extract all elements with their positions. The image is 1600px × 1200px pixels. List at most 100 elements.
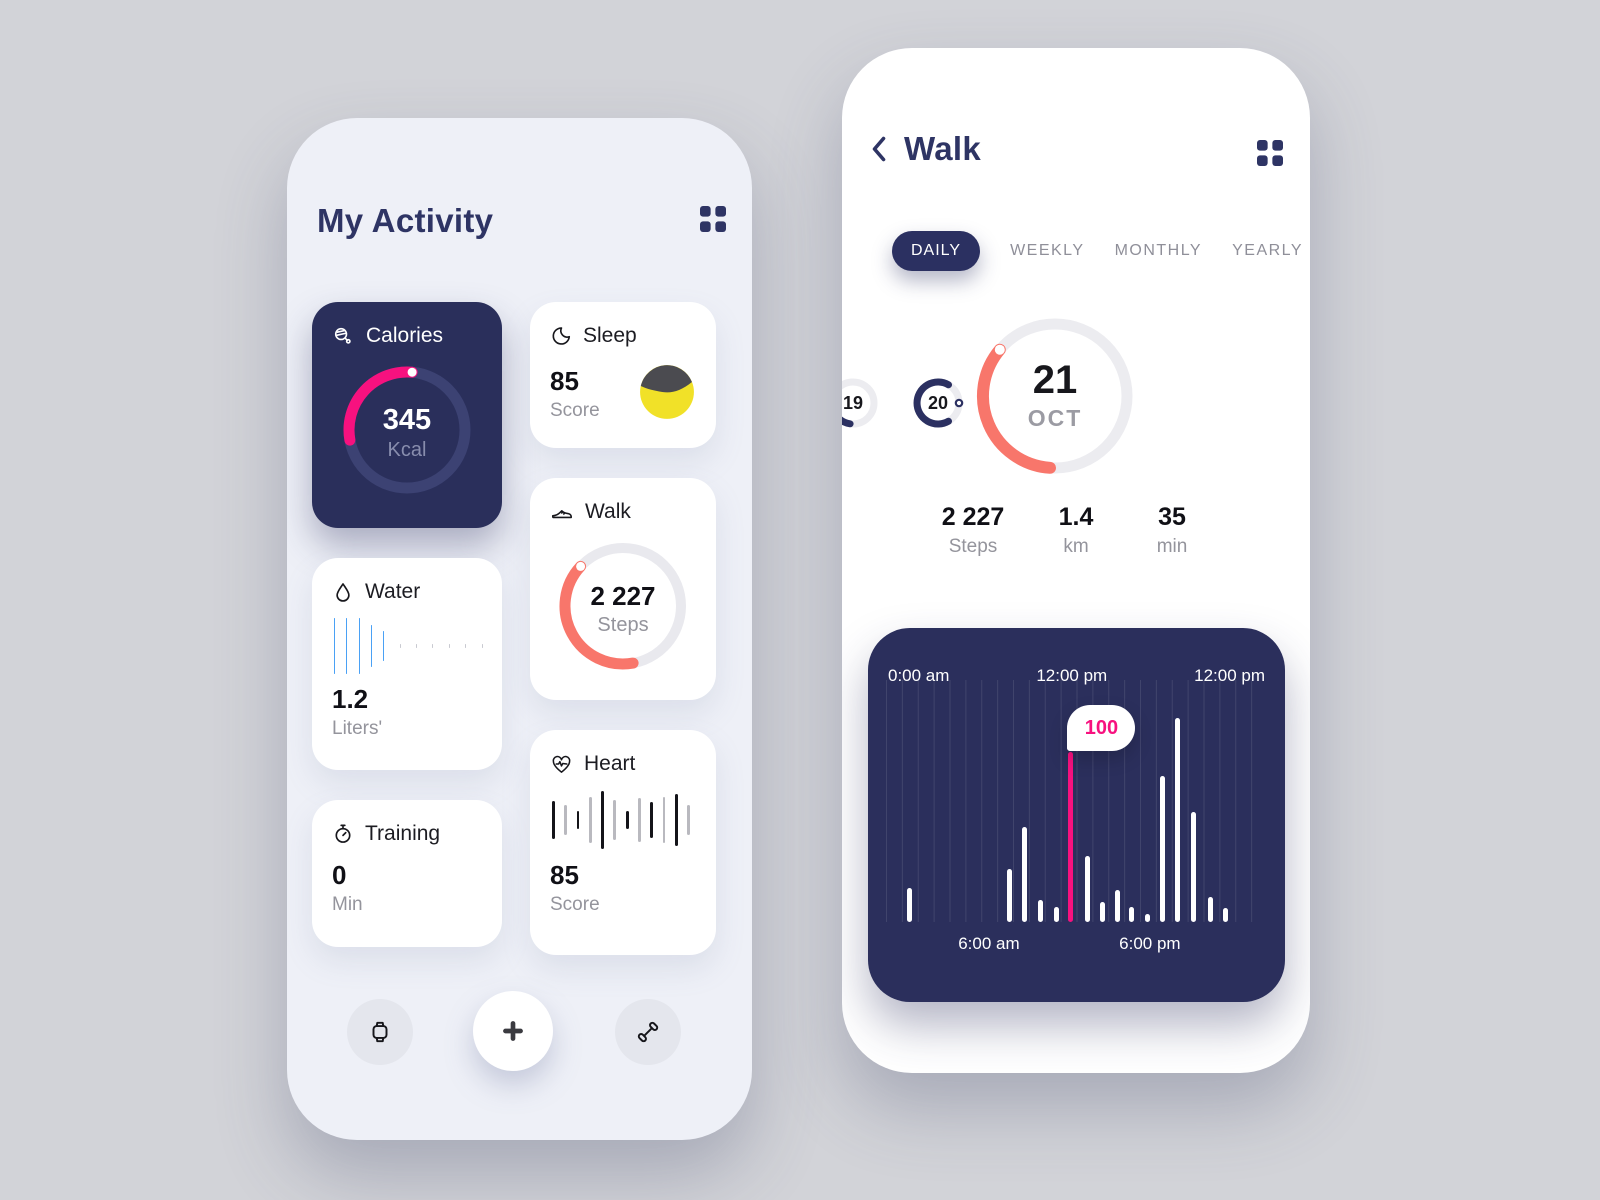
calories-label: Calories (366, 324, 444, 347)
bottom-action-bar (287, 991, 752, 1071)
chart-bar[interactable] (1038, 899, 1044, 922)
calories-value: 345 (382, 403, 432, 436)
water-drop-icon (336, 583, 350, 602)
heart-rate-bars (552, 788, 696, 852)
chart-bar[interactable] (1114, 889, 1120, 922)
day-circle-20[interactable]: 20 (910, 375, 966, 431)
heart-bar (638, 798, 641, 842)
sleep-value: 85 (550, 366, 579, 396)
sleep-card[interactable]: Sleep 85 Score (530, 302, 716, 448)
stopwatch-icon (335, 824, 351, 843)
chart-bar[interactable] (1222, 908, 1228, 922)
tab-yearly[interactable]: YEARLY (1232, 242, 1304, 259)
walk-label: Walk (585, 500, 631, 523)
heart-unit: Score (550, 894, 600, 915)
day-number: 19 (842, 392, 864, 413)
smartwatch-icon (372, 1021, 388, 1043)
heart-label: Heart (584, 752, 636, 775)
training-card[interactable]: Training 0 Min (312, 800, 502, 947)
add-activity-button[interactable] (473, 991, 553, 1071)
workout-button[interactable] (615, 999, 681, 1065)
walk-unit: Steps (597, 613, 649, 636)
heart-bar (674, 794, 678, 846)
tab-daily[interactable]: DAILY (892, 231, 981, 271)
water-label: Water (365, 580, 421, 603)
heart-pulse-icon (552, 755, 571, 773)
chart-bar[interactable] (906, 888, 912, 922)
steps-bar-chart: 100 (886, 680, 1267, 922)
steps-label: Steps (948, 536, 998, 557)
chart-label-end: 12:00 pm (1194, 666, 1265, 685)
heart-bar (662, 797, 666, 843)
chart-label-6pm: 6:00 pm (1119, 934, 1181, 953)
water-card[interactable]: Water 1.2 Liters' (312, 558, 502, 770)
distance-value: 1.4 (1058, 503, 1094, 531)
chart-label-6am: 6:00 am (958, 934, 1020, 953)
heart-bar (588, 797, 592, 843)
add-icon (503, 1021, 523, 1041)
walk-card[interactable]: Walk 2 227 Steps (530, 478, 716, 700)
walk-value: 2 227 (590, 580, 656, 611)
sneaker-icon (551, 510, 572, 519)
day-circle-21-selected[interactable]: 21 OCT (970, 311, 1140, 481)
duration-value: 35 (1158, 503, 1186, 531)
chart-bar[interactable] (1022, 826, 1028, 922)
heart-bar (687, 805, 691, 835)
sleep-quality-graphic (640, 365, 694, 419)
chart-bar[interactable] (1190, 811, 1196, 922)
chevron-left-icon (872, 136, 886, 162)
sleep-unit: Score (550, 400, 600, 421)
selected-day-month: OCT (1027, 405, 1083, 431)
water-unit: Liters' (332, 718, 383, 739)
heart-bar (650, 802, 654, 838)
chart-bar-highlighted[interactable] (1068, 752, 1074, 922)
page-title: Walk (904, 130, 981, 167)
dumbbell-icon (637, 1021, 659, 1043)
tab-weekly[interactable]: WEEKLY (1010, 242, 1085, 259)
calories-unit: Kcal (387, 438, 427, 461)
chart-bar[interactable] (1207, 896, 1213, 922)
chart-bar[interactable] (1174, 718, 1180, 922)
walk-detail-screen: Walk DAILY WEEKLY MONTHLY YEARLY 19 20 (842, 48, 1310, 1073)
chart-tooltip: 100 (1067, 705, 1136, 751)
apps-grid-icon[interactable] (1257, 140, 1283, 166)
heart-bar (576, 811, 580, 829)
heart-bar (613, 800, 617, 840)
apps-grid-icon[interactable] (700, 206, 726, 232)
day-circle-19[interactable]: 19 (842, 375, 881, 431)
back-button[interactable] (868, 134, 890, 164)
period-tabs: DAILY WEEKLY MONTHLY YEARLY (892, 231, 1303, 271)
chart-bar[interactable] (1129, 906, 1135, 922)
distance-label: km (1063, 536, 1089, 557)
chart-label-midnight: 0:00 am (888, 666, 950, 685)
smartwatch-button[interactable] (347, 999, 413, 1065)
chart-bar[interactable] (1084, 855, 1090, 922)
tab-monthly[interactable]: MONTHLY (1114, 242, 1203, 259)
chart-bar[interactable] (1144, 913, 1150, 922)
chart-bar[interactable] (1053, 906, 1059, 922)
water-intake-bars (334, 614, 482, 678)
chart-bar[interactable] (1007, 869, 1013, 922)
training-label: Training (365, 822, 441, 845)
page-title: My Activity (317, 202, 494, 239)
steps-value: 2 227 (941, 503, 1005, 531)
chart-bar[interactable] (1159, 775, 1165, 922)
heart-bar (601, 791, 604, 849)
my-activity-screen: My Activity Calories (287, 118, 752, 1140)
selected-day-number: 21 (1032, 358, 1078, 402)
calories-progress-ring: 345 Kcal (337, 360, 477, 505)
heart-bar (625, 811, 629, 829)
chart-label-noon: 12:00 pm (1036, 666, 1108, 685)
heart-card[interactable]: Heart 85 Score (530, 730, 716, 955)
heart-bar (552, 801, 555, 839)
heart-bar (564, 805, 568, 835)
chart-bar[interactable] (1099, 901, 1105, 922)
training-unit: Min (332, 894, 363, 915)
heart-value: 85 (550, 860, 579, 890)
calories-card[interactable]: Calories 345 Kcal (312, 302, 502, 528)
steps-chart-card: 0:00 am 12:00 pm 12:00 pm 100 6:00 am 6:… (868, 628, 1285, 1002)
training-value: 0 (332, 860, 347, 890)
duration-label: min (1156, 536, 1188, 557)
water-value: 1.2 (332, 684, 369, 714)
calories-icon (334, 327, 351, 344)
